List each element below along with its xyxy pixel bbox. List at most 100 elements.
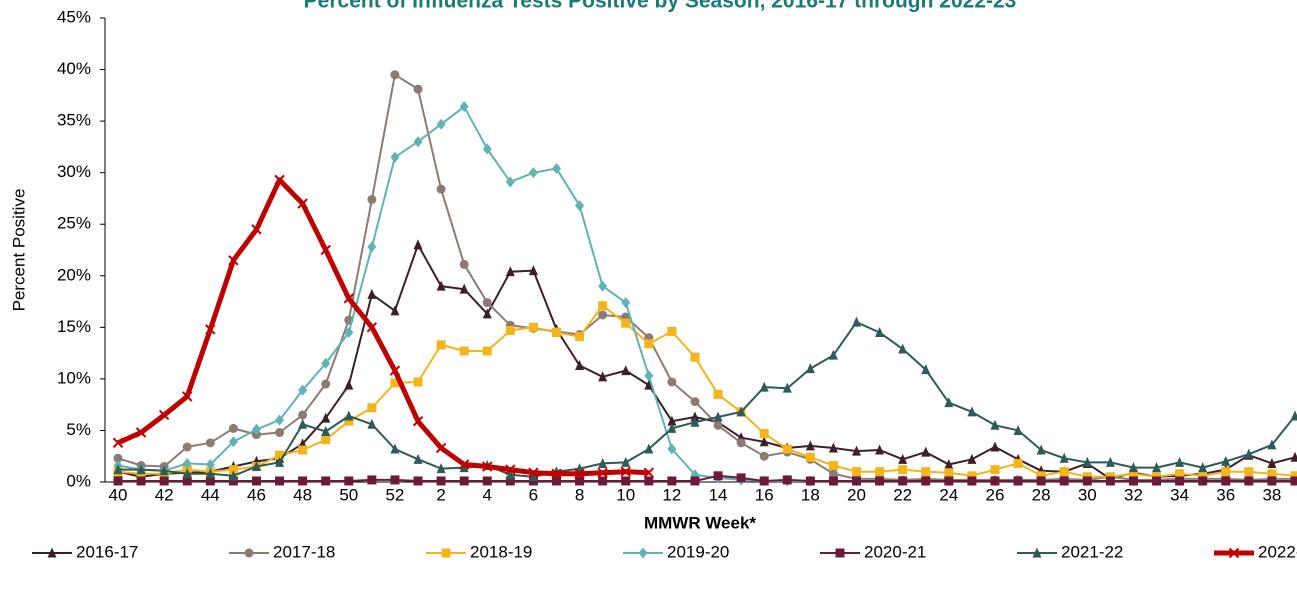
marker (275, 476, 285, 486)
marker (390, 70, 400, 80)
marker (598, 301, 608, 311)
marker (598, 280, 608, 292)
marker (944, 458, 954, 469)
marker (47, 547, 57, 558)
marker (644, 476, 654, 486)
marker (1228, 547, 1240, 559)
marker (782, 382, 792, 393)
marker (413, 239, 423, 250)
x-tick-label: 30 (1078, 485, 1097, 504)
marker (1290, 471, 1297, 481)
marker (1221, 467, 1231, 477)
marker (135, 427, 147, 438)
marker (205, 476, 215, 486)
marker (251, 476, 261, 486)
marker (1082, 476, 1092, 486)
marker (828, 442, 838, 453)
marker (159, 465, 169, 476)
marker (713, 471, 723, 481)
marker (967, 406, 977, 417)
marker (574, 468, 585, 479)
marker (551, 163, 561, 175)
marker (366, 322, 378, 333)
marker (667, 415, 677, 426)
marker (898, 465, 908, 475)
x-tick-label: 40 (109, 485, 128, 504)
marker (274, 174, 285, 186)
marker (1175, 456, 1185, 467)
marker (598, 457, 608, 468)
y-tick-label: 15% (57, 317, 91, 336)
marker (182, 442, 192, 452)
marker (1036, 476, 1046, 486)
marker (321, 357, 331, 369)
legend-label: 2019-20 (667, 542, 729, 561)
x-tick-label: 42 (155, 485, 174, 504)
marker (298, 418, 308, 429)
marker (344, 379, 354, 390)
marker (159, 476, 169, 486)
marker (1013, 476, 1023, 486)
marker (835, 548, 845, 558)
marker (321, 476, 331, 486)
marker (413, 453, 423, 464)
marker (182, 391, 193, 402)
marker (275, 450, 285, 460)
marker (852, 316, 862, 327)
marker (321, 435, 331, 445)
series (113, 301, 1297, 482)
marker (990, 441, 1000, 452)
series (113, 471, 1297, 486)
x-tick-label: 34 (1170, 485, 1189, 504)
x-tick-label: 14 (709, 485, 728, 504)
series-line (118, 474, 1295, 482)
marker (967, 453, 977, 464)
marker (275, 428, 285, 438)
x-tick-label: 50 (339, 485, 358, 504)
marker (505, 176, 515, 188)
marker (528, 265, 538, 276)
series (112, 174, 655, 479)
marker (367, 288, 377, 299)
marker (690, 476, 700, 486)
marker (205, 438, 215, 448)
marker (320, 244, 331, 256)
marker (1290, 476, 1297, 486)
marker (228, 470, 238, 481)
marker (298, 445, 308, 455)
marker (575, 332, 585, 342)
marker (436, 280, 446, 291)
marker (482, 476, 492, 486)
marker (251, 224, 262, 235)
marker (367, 403, 377, 413)
marker (1128, 462, 1138, 473)
y-tick-label: 25% (57, 214, 91, 233)
marker (482, 143, 492, 155)
marker (713, 420, 723, 430)
marker (1221, 476, 1231, 486)
marker (944, 397, 954, 408)
marker (621, 297, 631, 309)
marker (390, 443, 400, 454)
marker (1175, 476, 1185, 486)
marker (875, 476, 885, 486)
y-tick-label: 35% (57, 111, 91, 130)
marker (1036, 444, 1046, 455)
x-tick-label: 4 (483, 485, 492, 504)
x-tick-label: 22 (893, 485, 912, 504)
marker (228, 436, 238, 448)
marker (390, 305, 400, 316)
legend-label: 2020-21 (864, 542, 926, 561)
x-tick-label: 16 (755, 485, 774, 504)
x-tick-label: 52 (385, 485, 404, 504)
marker (1221, 455, 1231, 466)
y-tick-label: 40% (57, 59, 91, 78)
marker (690, 416, 700, 427)
marker (643, 467, 655, 478)
marker (967, 476, 977, 486)
marker (344, 416, 354, 426)
marker (1105, 456, 1115, 467)
marker (575, 359, 585, 370)
marker (621, 318, 631, 328)
marker (898, 453, 908, 464)
